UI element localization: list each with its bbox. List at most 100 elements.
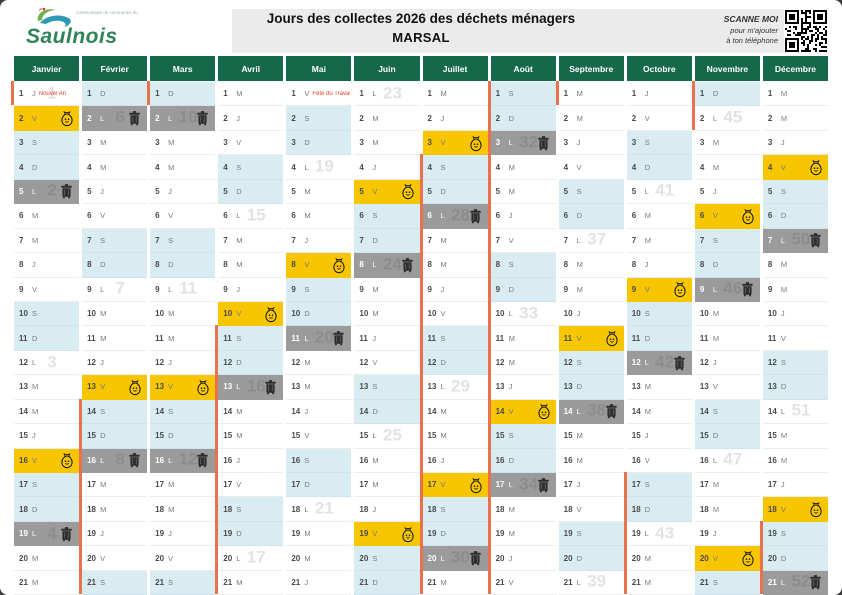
day-number: 12 — [427, 358, 437, 368]
school-holiday-bar — [487, 178, 491, 204]
week-number: 4 — [47, 523, 57, 543]
weekday-letter: M — [712, 162, 720, 172]
weekday-letter: J — [236, 455, 240, 465]
week-number: 16 — [246, 376, 266, 396]
day-cell: 1 L 23 — [354, 82, 420, 107]
day-cell: 19 S — [558, 521, 624, 547]
yellow-bag-icon — [401, 526, 415, 542]
weekday-letter: M — [100, 504, 107, 514]
trash-bin-icon — [128, 110, 142, 126]
weekday-letter: J — [508, 382, 513, 392]
month-column-août: Août 1 S 2 D 3 L 32 4 M 5 M 6 J 7 V 8 S 9 D 10 L 33 11 M 12 M 13 J 14… — [487, 56, 556, 595]
weekday-letter: M — [372, 113, 379, 123]
school-holiday-bar — [419, 227, 423, 253]
month-column-janvier: Janvier 1 J Nouvel An 1 2 V 3 S 4 D 5 L 2 6 M 7 M 8 J 9 V 10 S 1… — [11, 56, 80, 595]
day-number: 10 — [19, 309, 28, 319]
weekday-letter: V — [236, 309, 242, 319]
week-number: 50 — [791, 229, 811, 249]
weekday-letter: L — [100, 455, 105, 465]
week-number: 29 — [451, 376, 470, 396]
day-number: 4 — [87, 162, 92, 172]
logo-brand-text: Saulnois — [26, 25, 118, 48]
day-cell: 11 J — [354, 326, 420, 351]
day-number: 1 — [767, 89, 773, 99]
public-holiday-label: Nouvel An — [38, 90, 67, 97]
day-number: 4 — [155, 162, 160, 172]
day-number: 11 — [359, 333, 368, 343]
day-cell: 10 M — [694, 301, 760, 327]
day-number: 15 — [699, 431, 709, 441]
day-number: 3 — [563, 138, 569, 148]
day-number: 2 — [223, 113, 228, 123]
day-cell: 15 S — [487, 423, 556, 449]
weekday-letter: V — [644, 113, 650, 123]
day-cell: 20 S — [354, 546, 420, 571]
month-header: Novembre — [694, 56, 760, 81]
day-cell: 7 L 37 — [558, 228, 624, 254]
day-number: 15 — [767, 431, 777, 441]
weekday-letter: M — [304, 358, 311, 368]
school-holiday-bar — [419, 178, 423, 204]
day-cell: 17 L 34 — [487, 472, 556, 498]
weekday-letter: J — [32, 260, 36, 270]
month-header: Décembre — [762, 56, 828, 81]
day-number: 16 — [291, 455, 301, 465]
day-number: 8 — [563, 260, 569, 270]
day-number: 14 — [495, 406, 505, 416]
day-cell: 19 S — [759, 520, 828, 547]
weekday-letter: S — [372, 211, 378, 221]
day-number: 10 — [631, 309, 641, 319]
trash-bin-icon — [60, 526, 74, 542]
weekday-letter: S — [440, 504, 446, 514]
school-holiday-bar — [147, 81, 151, 106]
trash-bin-icon — [60, 183, 74, 199]
day-number: 10 — [155, 309, 165, 319]
day-number: 3 — [223, 138, 228, 148]
school-holiday-bar — [487, 276, 491, 301]
day-number: 18 — [291, 504, 301, 514]
day-cell: 12 M — [286, 350, 352, 376]
day-number: 4 — [223, 162, 228, 172]
weekday-letter: J — [100, 358, 104, 368]
trash-bin-icon — [128, 452, 142, 468]
day-number: 4 — [631, 162, 637, 172]
week-number: 28 — [451, 205, 470, 225]
day-number: 17 — [223, 480, 233, 490]
week-number: 32 — [519, 132, 539, 152]
qr-code — [785, 10, 827, 52]
week-number: 19 — [314, 156, 334, 176]
trash-bin-icon — [332, 330, 346, 346]
weekday-letter: V — [168, 211, 174, 221]
day-cell: 11 M — [694, 326, 760, 351]
day-number: 10 — [291, 309, 301, 319]
page-title: Jours des collectes 2026 des déchets mén… — [266, 11, 576, 26]
day-cell: 12 D — [215, 349, 284, 376]
day-cell: 6 L 28 — [419, 203, 488, 229]
day-number: 2 — [563, 113, 569, 123]
weekday-letter: D — [304, 309, 310, 319]
day-number: 17 — [495, 480, 505, 490]
weekday-letter: D — [32, 333, 38, 343]
day-number: 13 — [87, 382, 96, 392]
weekday-letter: M — [304, 553, 311, 563]
day-cell: 21 V — [487, 569, 556, 595]
day-number: 3 — [359, 138, 364, 148]
day-cell: 10 M — [354, 301, 420, 327]
day-number: 9 — [155, 284, 160, 294]
day-number: 9 — [699, 284, 705, 294]
school-holiday-bar — [623, 569, 627, 595]
scan-me-block: SCANNE MOI pour m'ajouter à ton téléphon… — [724, 14, 778, 45]
weekday-letter: M — [440, 577, 447, 587]
day-cell: 18 M — [150, 497, 216, 522]
school-holiday-bar — [79, 398, 83, 424]
day-cell: 21 D — [354, 570, 420, 595]
